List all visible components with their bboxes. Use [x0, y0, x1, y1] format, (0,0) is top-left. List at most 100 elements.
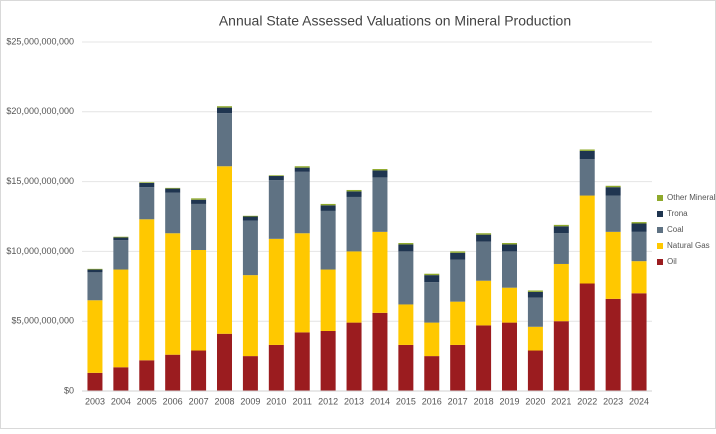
bar-segment [605, 298, 621, 391]
bar-segment [631, 222, 647, 224]
bar-segment [139, 360, 155, 391]
y-tick-label: $20,000,000,000 [6, 106, 74, 116]
bar-segment [242, 215, 258, 217]
x-tick-label: 2004 [111, 396, 131, 406]
bar-segment [87, 372, 103, 391]
x-tick-label: 2016 [422, 396, 442, 406]
bar-segment [424, 322, 440, 357]
bar-segment [527, 326, 543, 351]
bar-segment [398, 304, 414, 345]
x-tick-label: 2014 [370, 396, 390, 406]
bar-segment [165, 233, 181, 355]
bar-segment [191, 350, 207, 391]
bar-segment [139, 187, 155, 220]
x-tick-label: 2024 [629, 396, 649, 406]
legend-label: Natural Gas [667, 241, 710, 250]
bar-segment [346, 189, 362, 192]
bar-segment [553, 263, 569, 322]
bar-segment [217, 113, 232, 167]
bar-segment [165, 187, 181, 189]
bar-segment [424, 275, 440, 283]
bar-segment [476, 233, 492, 235]
bar-segment [398, 251, 414, 305]
bar-segment [476, 241, 492, 281]
bar-segment [553, 321, 569, 391]
bar-segment [450, 251, 466, 253]
x-tick-label: 2013 [344, 396, 364, 406]
bar-segment [424, 356, 440, 391]
bar-segment [579, 159, 595, 196]
legend-swatch [657, 195, 663, 201]
bar-segment [346, 251, 362, 323]
legend-swatch [657, 211, 663, 217]
bar-segment [527, 350, 543, 391]
x-tick-label: 2007 [189, 396, 209, 406]
bar-segment [113, 236, 129, 238]
bar-segment [294, 233, 310, 333]
bar-segment [398, 344, 414, 391]
legend-label: Other Minerals [667, 193, 716, 202]
bar-segment [502, 287, 517, 323]
bar-segment [294, 167, 310, 172]
bar-segment [631, 261, 647, 294]
bar-segment [502, 251, 517, 288]
bar-segment [165, 188, 181, 193]
bar-segment [372, 169, 388, 171]
x-tick-label: 2022 [577, 396, 597, 406]
bar-segment [579, 149, 595, 151]
legend-label: Trona [667, 209, 688, 218]
legend-swatch [657, 243, 663, 249]
x-tick-label: 2017 [448, 396, 468, 406]
legend-swatch [657, 227, 663, 233]
bar-segment [553, 226, 569, 234]
bar-segment [372, 231, 388, 313]
bar-segment [553, 224, 569, 227]
bar-segment [320, 205, 336, 211]
bar-segment [113, 367, 129, 391]
y-tick-label: $25,000,000,000 [6, 36, 74, 46]
bar-segment [605, 195, 621, 232]
bar-segment [631, 231, 647, 262]
x-tick-label: 2008 [214, 396, 234, 406]
x-tick-label: 2012 [318, 396, 338, 406]
bar-segment [191, 203, 207, 251]
bar-segment [372, 170, 388, 178]
bar-segment [450, 259, 466, 302]
legend-label: Oil [667, 257, 677, 266]
bar-segment [294, 166, 310, 168]
bar-segment [87, 268, 103, 270]
bar-segment [294, 332, 310, 391]
bar-segment [217, 106, 232, 108]
bar-segment [87, 269, 103, 273]
x-tick-label: 2011 [293, 396, 312, 406]
bar-segment [346, 191, 362, 197]
bar-segment [191, 198, 207, 200]
bar-segment [191, 250, 207, 351]
bar-segment [502, 244, 517, 252]
chart-title: Annual State Assessed Valuations on Mine… [219, 13, 571, 29]
y-tick-label: $0 [64, 385, 74, 395]
bar-segment [87, 272, 103, 301]
y-tick-label: $10,000,000,000 [6, 246, 74, 256]
bar-segment [372, 312, 388, 391]
legend-swatch [657, 259, 663, 265]
bar-segment [217, 166, 232, 334]
bar-segment [527, 297, 543, 327]
bar-segment [87, 300, 103, 373]
bar-segment [113, 269, 129, 368]
bar-segment [398, 244, 414, 252]
x-tick-label: 2010 [266, 396, 286, 406]
bar-segment [502, 322, 517, 391]
x-tick-label: 2021 [551, 396, 571, 406]
bar-segment [139, 182, 155, 183]
bar-segment [113, 240, 129, 270]
bar-segment [476, 280, 492, 326]
bar-segment [605, 185, 621, 188]
bar-segment [139, 182, 155, 188]
x-tick-label: 2020 [525, 396, 545, 406]
bar-segment [113, 237, 129, 241]
x-tick-label: 2009 [240, 396, 260, 406]
bar-segment [139, 219, 155, 361]
bar-segment [579, 150, 595, 160]
